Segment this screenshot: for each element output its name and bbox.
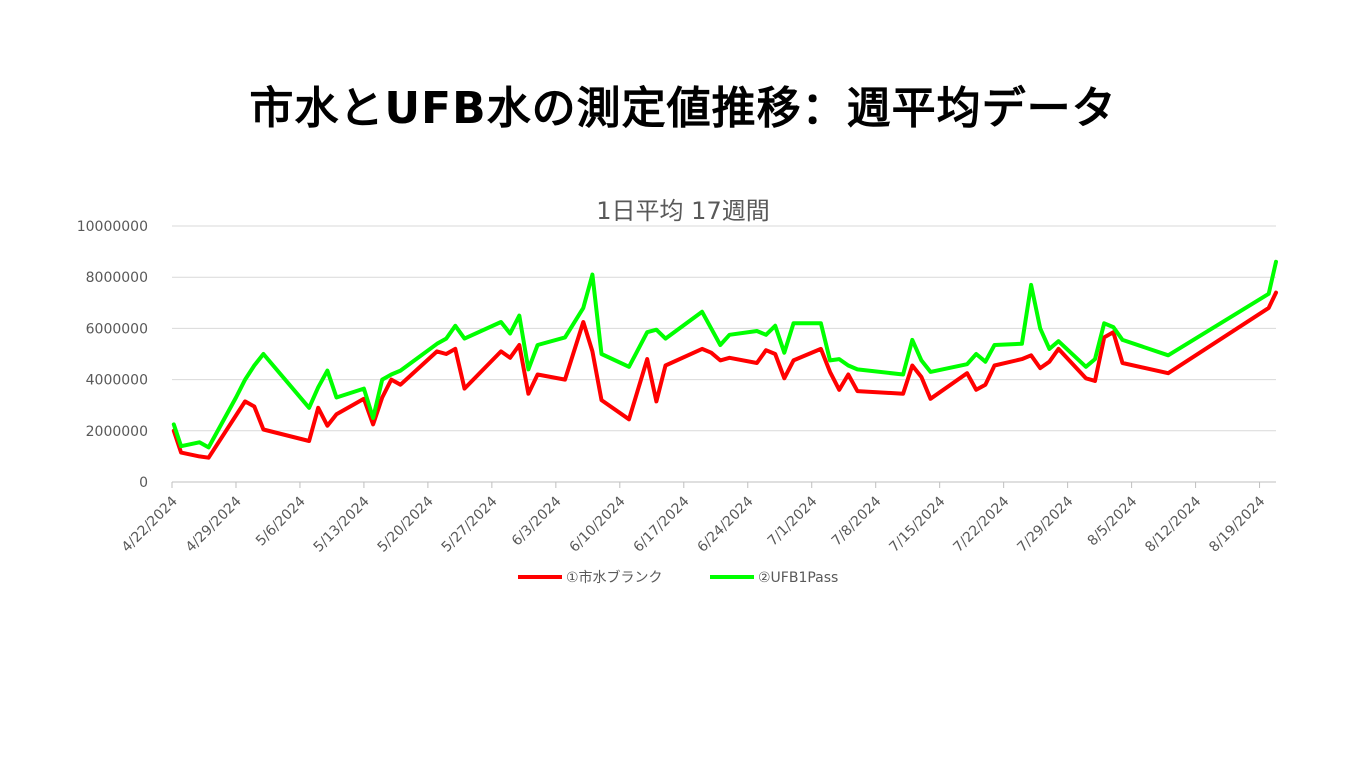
legend-label-2: ②UFB1Pass (758, 570, 838, 586)
x-tick-label: 6/10/2024 (567, 493, 629, 555)
x-tick-label: 5/20/2024 (375, 493, 437, 555)
x-tick-label: 8/19/2024 (1206, 493, 1268, 555)
page-title: 市水とUFB水の測定値推移：週平均データ (249, 83, 1117, 134)
x-tick-label: 7/15/2024 (886, 493, 948, 555)
x-tick-label: 6/24/2024 (695, 493, 757, 555)
x-tick-label: 4/29/2024 (183, 493, 245, 555)
x-tick-label: 6/17/2024 (631, 493, 693, 555)
y-axis-ticks: 0 2000000 4000000 6000000 8000000 10000000 (77, 219, 148, 491)
y-tick-label: 10000000 (77, 219, 148, 235)
x-tick-label: 7/8/2024 (829, 493, 885, 549)
y-tick-label: 6000000 (86, 321, 148, 337)
x-tick-label: 8/5/2024 (1085, 493, 1141, 549)
series-line-1 (171, 290, 1278, 460)
x-tick-label: 5/27/2024 (439, 493, 501, 555)
x-tick-label: 7/22/2024 (950, 493, 1012, 555)
legend-label-1: ①市水ブランク (566, 569, 663, 586)
x-tick-label: 5/6/2024 (253, 493, 309, 549)
y-tick-label: 0 (139, 475, 148, 491)
series-lines (171, 259, 1278, 460)
chart-title: 1日平均 17週間 (596, 197, 769, 225)
x-tick-label: 5/13/2024 (311, 493, 373, 555)
x-axis-ticks: 4/22/2024 4/29/2024 5/6/2024 5/13/2024 5/20/… (119, 482, 1268, 556)
gridlines (172, 225, 1276, 432)
y-tick-label: 8000000 (86, 270, 148, 286)
series-line-2 (171, 259, 1278, 450)
x-tick-label: 6/3/2024 (509, 493, 565, 549)
x-tick-label: 8/12/2024 (1142, 493, 1204, 555)
y-tick-label: 4000000 (86, 373, 148, 389)
legend: ①市水ブランク ②UFB1Pass (518, 569, 838, 586)
x-tick-label: 7/1/2024 (765, 493, 821, 549)
x-tick-label: 4/22/2024 (119, 493, 181, 555)
x-tick-label: 7/29/2024 (1014, 493, 1076, 555)
y-tick-label: 2000000 (86, 424, 148, 440)
